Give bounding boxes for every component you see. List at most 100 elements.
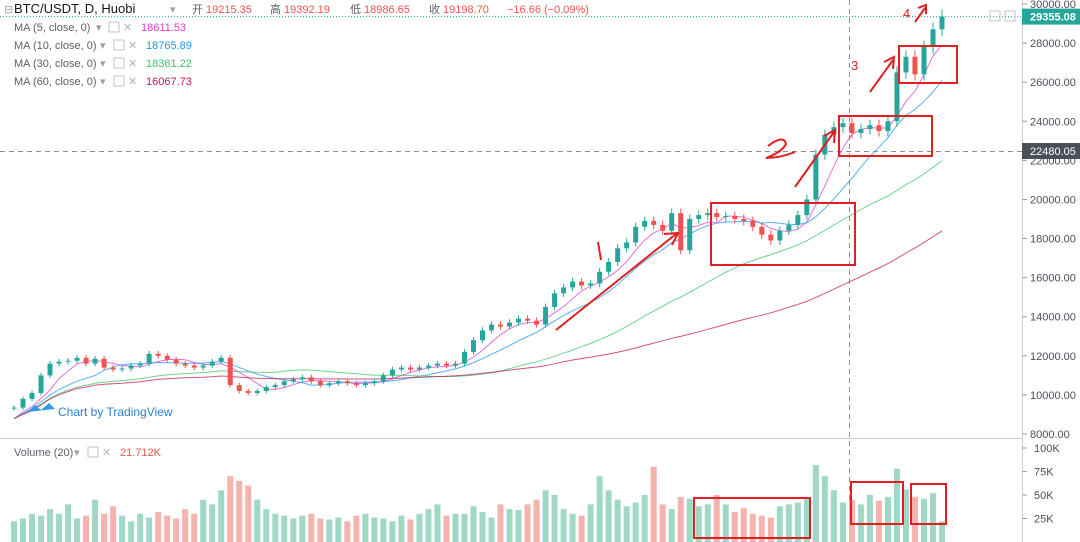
candle bbox=[155, 351, 161, 359]
volume-bar bbox=[875, 500, 882, 542]
candle-body bbox=[786, 224, 792, 231]
indicator-label: MA (60, close, 0) bbox=[14, 76, 97, 88]
candle bbox=[92, 355, 98, 367]
candle bbox=[903, 50, 909, 79]
chevron-down-icon[interactable]: ▾ bbox=[100, 76, 106, 88]
candle-body bbox=[867, 125, 873, 130]
settings-icon[interactable] bbox=[108, 21, 120, 33]
volume-bar bbox=[830, 490, 837, 542]
candle-body bbox=[615, 248, 621, 262]
candle bbox=[461, 349, 467, 367]
indicator-row-ma60[interactable]: MA (60, close, 0) ▾ ✕ 16067.73 bbox=[14, 75, 192, 88]
symbol-dropdown-icon[interactable]: ▾ bbox=[170, 4, 176, 16]
volume-bar bbox=[299, 515, 306, 542]
candle bbox=[930, 22, 936, 54]
candle-body bbox=[344, 381, 350, 384]
volume-bar bbox=[362, 513, 369, 542]
price-tick-label: 18000.00 bbox=[1030, 234, 1076, 246]
symbol-title[interactable]: BTC/USDT, D, Huobi bbox=[14, 1, 135, 16]
volume-bar bbox=[191, 513, 198, 542]
candle bbox=[443, 360, 449, 369]
volume-axis[interactable]: 100K 75K 50K 25K bbox=[1022, 443, 1060, 526]
close-icon[interactable]: ✕ bbox=[128, 76, 137, 88]
volume-bar bbox=[542, 490, 549, 542]
volume-bar bbox=[200, 499, 207, 542]
candle bbox=[173, 356, 179, 367]
candle-body bbox=[335, 381, 341, 384]
settings-icon[interactable] bbox=[87, 446, 99, 458]
candle-body bbox=[191, 365, 197, 368]
candle-body bbox=[687, 219, 693, 251]
chevron-down-icon[interactable]: ▾ bbox=[100, 58, 106, 70]
candle bbox=[227, 354, 233, 388]
price-axis[interactable]: 30000.00 28000.00 26000.00 24000.00 22480.05… bbox=[1022, 0, 1080, 441]
annotation-arrow-3 bbox=[869, 59, 894, 93]
price-tick-label: 20000.00 bbox=[1030, 194, 1076, 206]
volume-bar bbox=[587, 504, 594, 542]
candle-body bbox=[308, 377, 314, 382]
candle-body bbox=[470, 340, 476, 352]
collapse-icon[interactable]: ⊟ bbox=[4, 4, 13, 16]
volume-bar bbox=[434, 504, 441, 542]
indicator-row-ma10[interactable]: MA (10, close, 0) ▾ ✕ 18765.89 bbox=[14, 39, 192, 52]
volume-bar bbox=[939, 521, 945, 542]
volume-bar bbox=[749, 513, 756, 542]
pane-controls[interactable] bbox=[989, 10, 1016, 22]
volume-bar bbox=[812, 464, 819, 542]
chevron-down-icon[interactable]: ▾ bbox=[100, 40, 106, 52]
candle bbox=[263, 384, 269, 394]
candle bbox=[11, 405, 17, 411]
candle bbox=[200, 362, 206, 371]
close-pane-icon[interactable] bbox=[1004, 10, 1016, 22]
candle bbox=[570, 277, 576, 292]
candle-body bbox=[137, 363, 143, 366]
candle bbox=[308, 374, 314, 384]
candle-body bbox=[912, 56, 918, 75]
candle bbox=[759, 222, 765, 239]
indicator-row-ma30[interactable]: MA (30, close, 0) ▾ ✕ 18361.22 bbox=[14, 57, 192, 70]
price-tick-label: 30000.00 bbox=[1030, 0, 1076, 11]
maximize-icon[interactable] bbox=[989, 10, 1001, 22]
candle bbox=[236, 382, 242, 394]
volume-bar bbox=[254, 499, 261, 542]
volume-bar bbox=[695, 506, 702, 542]
candle bbox=[723, 211, 729, 222]
volume-legend[interactable]: Volume (20) ▾ ✕ 21.712K bbox=[14, 446, 162, 459]
volume-bar bbox=[659, 504, 666, 542]
settings-icon[interactable] bbox=[113, 39, 125, 51]
chevron-down-icon[interactable]: ▾ bbox=[96, 22, 102, 34]
settings-icon[interactable] bbox=[113, 75, 125, 87]
close-icon[interactable]: ✕ bbox=[123, 22, 132, 34]
candle-body bbox=[714, 213, 720, 218]
candle-body bbox=[74, 357, 80, 361]
indicator-label: MA (30, close, 0) bbox=[14, 58, 97, 70]
candle bbox=[380, 372, 386, 384]
candle-body bbox=[678, 213, 684, 251]
close-icon[interactable]: ✕ bbox=[128, 40, 137, 52]
indicator-row-ma5[interactable]: MA (5, close, 0) ▾ ✕ 18611.53 bbox=[14, 21, 186, 34]
volume-bar bbox=[128, 521, 135, 542]
candle-body bbox=[597, 271, 603, 284]
candle-body bbox=[155, 353, 161, 356]
close-icon[interactable]: ✕ bbox=[102, 447, 111, 459]
annotation-label-3: 3 bbox=[851, 58, 858, 73]
close-icon[interactable]: ✕ bbox=[128, 58, 137, 70]
candle-body bbox=[651, 220, 657, 225]
volume-bar bbox=[20, 518, 27, 542]
candle bbox=[732, 211, 738, 224]
volume-bar bbox=[461, 513, 468, 542]
candle bbox=[885, 115, 891, 137]
candle-body bbox=[939, 16, 945, 30]
volume-bar bbox=[245, 485, 252, 542]
annotation-box-2 bbox=[838, 115, 933, 157]
settings-icon[interactable] bbox=[113, 57, 125, 69]
volume-bar bbox=[668, 509, 675, 542]
annotation-volume-box-3 bbox=[910, 483, 947, 525]
candle bbox=[65, 357, 71, 365]
candle-body bbox=[894, 72, 900, 122]
candle-body bbox=[660, 224, 666, 231]
candle-body bbox=[398, 367, 404, 370]
chevron-down-icon[interactable]: ▾ bbox=[74, 447, 80, 459]
volume-bar bbox=[614, 499, 621, 542]
